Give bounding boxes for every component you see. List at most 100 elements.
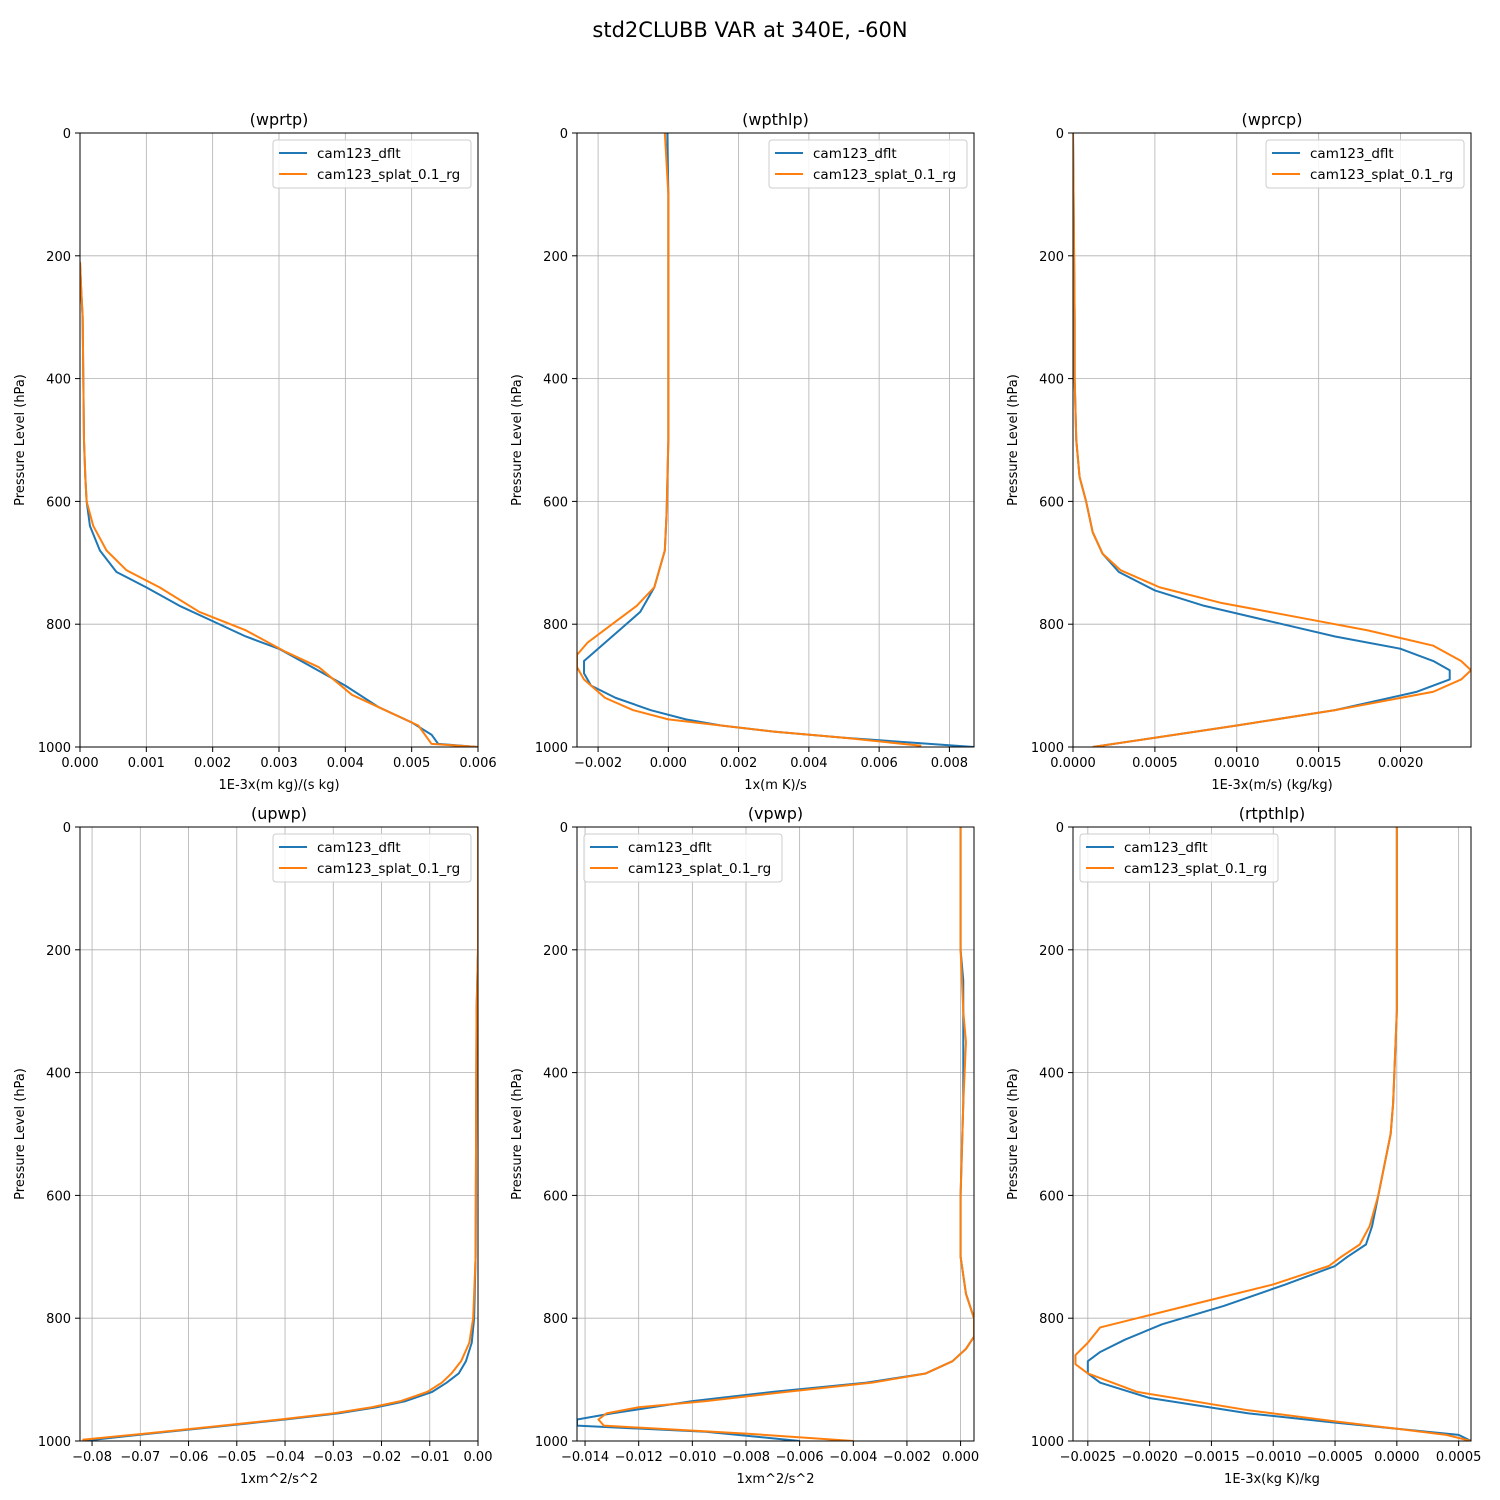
legend: cam123_dflt cam123_splat_0.1_rg xyxy=(583,833,783,883)
x-tick-label: −0.0005 xyxy=(1307,1450,1363,1465)
legend-label: cam123_dflt xyxy=(1124,840,1208,856)
y-axis-label: Pressure Level (hPa) xyxy=(13,374,28,506)
x-tick-label: 0.005 xyxy=(393,756,430,771)
y-axis-label: Pressure Level (hPa) xyxy=(510,1068,525,1200)
legend-box xyxy=(1079,833,1279,883)
y-tick-label: 600 xyxy=(543,495,568,510)
series-line-cam123_splat_0.1_rg xyxy=(1073,133,1471,747)
legend-box xyxy=(583,833,783,883)
y-tick-label: 1000 xyxy=(1031,1435,1064,1450)
series-line-cam123_splat_0.1_rg xyxy=(577,133,922,747)
y-axis-label: Pressure Level (hPa) xyxy=(1006,1068,1021,1200)
x-axis-label: 1E-3x(kg K)/kg xyxy=(1224,1472,1320,1487)
x-tick-label: 0.00 xyxy=(464,1450,493,1465)
figure-title: std2CLUBB VAR at 340E, -60N xyxy=(592,18,907,42)
y-tick-label: 800 xyxy=(46,1312,71,1327)
series-line-cam123_splat_0.1_rg xyxy=(1074,827,1471,1441)
panel-title: (upwp) xyxy=(251,804,307,823)
panel-title: (wprcp) xyxy=(1242,110,1303,129)
y-tick-label: 800 xyxy=(46,618,71,633)
x-tick-label: −0.02 xyxy=(362,1450,402,1465)
y-tick-label: 600 xyxy=(46,1189,71,1204)
plot-frame xyxy=(79,826,479,1442)
panel-wprcp: 0.0000 0.0005 0.0010 0.0015 0.0020 0 200 400 600… xyxy=(1006,110,1472,793)
y-tick-label: 200 xyxy=(543,250,568,265)
x-tick-label: −0.06 xyxy=(169,1450,209,1465)
x-tick-label: 0.004 xyxy=(327,756,364,771)
x-tick-label: 0.0005 xyxy=(1436,1450,1482,1465)
y-tick-label: 200 xyxy=(543,944,568,959)
y-tick-label: 600 xyxy=(543,1189,568,1204)
legend: cam123_dflt cam123_splat_0.1_rg xyxy=(272,833,472,883)
legend-box xyxy=(272,833,472,883)
x-tick-label: −0.08 xyxy=(72,1450,112,1465)
x-tick-label: −0.01 xyxy=(410,1450,450,1465)
legend-label: cam123_splat_0.1_rg xyxy=(317,861,460,877)
x-tick-label: −0.002 xyxy=(574,756,622,771)
x-tick-label: 0.000 xyxy=(942,1450,979,1465)
legend-label: cam123_dflt xyxy=(628,840,712,856)
x-tick-label: 0.0015 xyxy=(1296,756,1342,771)
plot-frame xyxy=(576,132,975,748)
series-line-cam123_splat_0.1_rg xyxy=(80,261,478,747)
x-axis-label: 1E-3x(m kg)/(s kg) xyxy=(218,778,339,793)
x-tick-label: 0.000 xyxy=(61,756,98,771)
y-tick-label: 1000 xyxy=(1031,741,1064,756)
x-tick-label: 0.008 xyxy=(931,756,968,771)
legend-label: cam123_splat_0.1_rg xyxy=(1124,861,1267,877)
y-tick-label: 600 xyxy=(46,495,71,510)
panel-title: (wprtp) xyxy=(250,110,309,129)
panel-title: (rtpthlp) xyxy=(1239,804,1306,823)
y-tick-label: 200 xyxy=(46,944,71,959)
x-tick-label: 0.004 xyxy=(790,756,827,771)
y-tick-label: 400 xyxy=(1039,373,1064,388)
y-tick-label: 800 xyxy=(1039,618,1064,633)
y-tick-label: 600 xyxy=(1039,1189,1064,1204)
legend-label: cam123_splat_0.1_rg xyxy=(1310,167,1453,183)
plot-frame xyxy=(576,826,975,1442)
legend-label: cam123_splat_0.1_rg xyxy=(317,167,460,183)
y-tick-label: 800 xyxy=(1039,1312,1064,1327)
x-tick-label: −0.07 xyxy=(120,1450,160,1465)
x-tick-label: 0.003 xyxy=(260,756,297,771)
x-tick-label: −0.014 xyxy=(561,1450,609,1465)
x-tick-label: 0.0000 xyxy=(1374,1450,1420,1465)
legend-box xyxy=(768,139,968,189)
y-tick-label: 0 xyxy=(1056,127,1064,142)
x-tick-label: −0.0020 xyxy=(1121,1450,1177,1465)
legend-label: cam123_splat_0.1_rg xyxy=(813,167,956,183)
y-tick-label: 400 xyxy=(543,1067,568,1082)
legend-label: cam123_dflt xyxy=(317,146,401,162)
y-tick-label: 200 xyxy=(46,250,71,265)
panel-wpthlp: −0.002 0.000 0.002 0.004 0.006 0.008 0 200 400 60… xyxy=(510,110,975,793)
x-tick-label: 0.0000 xyxy=(1050,756,1096,771)
x-tick-label: 0.0005 xyxy=(1132,756,1178,771)
y-tick-label: 400 xyxy=(543,373,568,388)
legend-label: cam123_dflt xyxy=(317,840,401,856)
x-tick-label: −0.0015 xyxy=(1183,1450,1239,1465)
y-tick-label: 0 xyxy=(1056,821,1064,836)
panel-grid: 0.000 0.001 0.002 0.003 0.004 0.005 0.00602004… xyxy=(13,110,1481,1487)
x-tick-label: −0.05 xyxy=(217,1450,257,1465)
series-line-cam123_splat_0.1_rg xyxy=(597,827,974,1441)
legend-label: cam123_dflt xyxy=(1310,146,1394,162)
series-line-cam123_splat_0.1_rg xyxy=(82,827,478,1441)
legend: cam123_dflt cam123_splat_0.1_rg xyxy=(1265,139,1465,189)
legend: cam123_dflt cam123_splat_0.1_rg xyxy=(768,139,968,189)
x-tick-label: 0.0020 xyxy=(1378,756,1424,771)
y-tick-label: 1000 xyxy=(38,741,71,756)
x-tick-label: 0.002 xyxy=(194,756,231,771)
x-tick-label: −0.03 xyxy=(313,1450,353,1465)
plot-frame xyxy=(1072,132,1472,748)
x-axis-label: 1xm^2/s^2 xyxy=(240,1472,318,1487)
y-tick-label: 800 xyxy=(543,1312,568,1327)
x-tick-label: −0.012 xyxy=(615,1450,663,1465)
x-tick-label: −0.006 xyxy=(776,1450,824,1465)
y-tick-label: 1000 xyxy=(535,741,568,756)
panel-title: (vpwp) xyxy=(748,804,803,823)
y-axis-label: Pressure Level (hPa) xyxy=(13,1068,28,1200)
x-tick-label: −0.008 xyxy=(722,1450,770,1465)
panel-title: (wpthlp) xyxy=(742,110,809,129)
x-tick-label: −0.0025 xyxy=(1060,1450,1116,1465)
